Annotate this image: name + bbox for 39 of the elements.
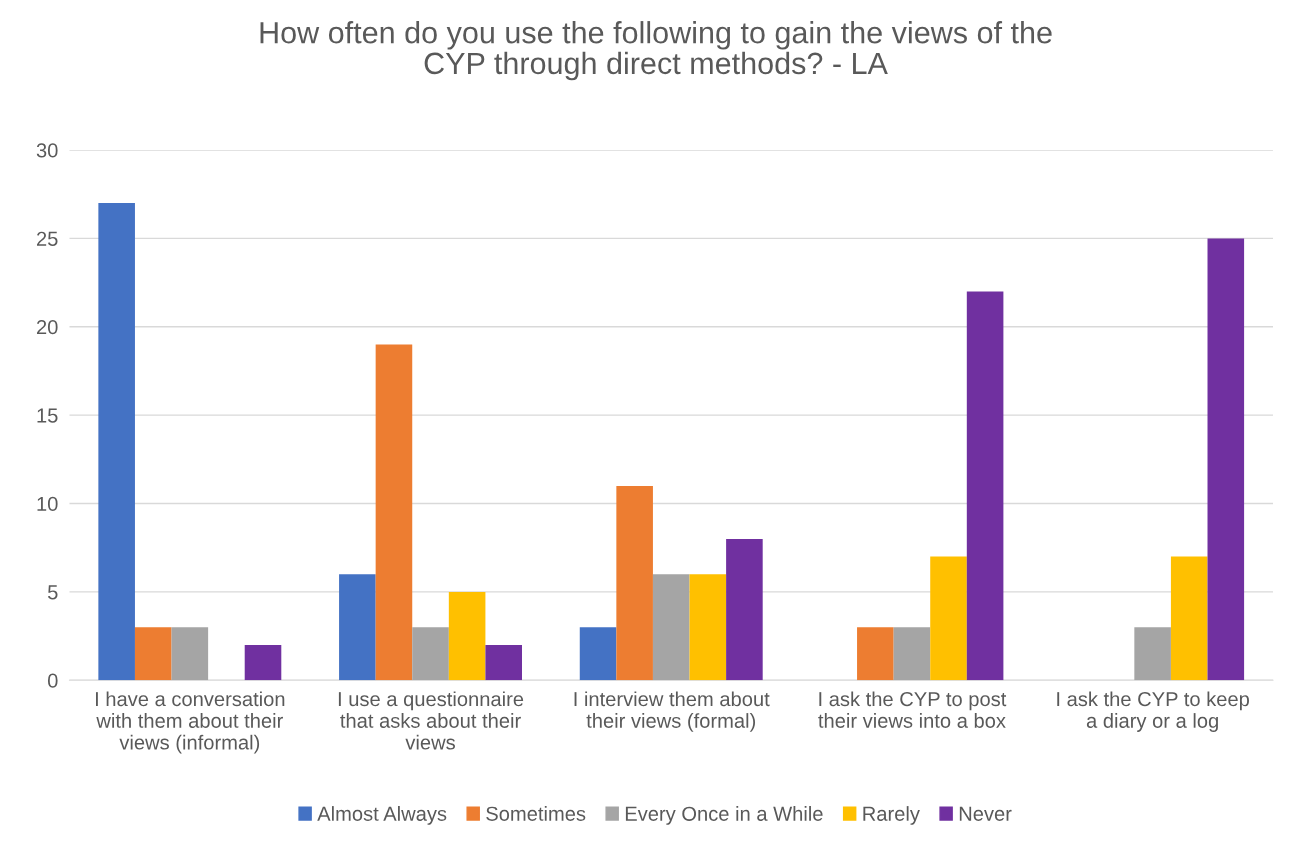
legend-label: Rarely	[863, 806, 920, 825]
bar	[412, 627, 449, 681]
legend-label: Every Once in a While	[625, 806, 823, 825]
y-tick-label: 20	[36, 320, 58, 335]
bar	[485, 644, 522, 681]
legend-label: Sometimes	[486, 806, 586, 821]
bar	[1207, 238, 1245, 681]
bar	[1134, 627, 1171, 681]
x-tick-label: I use a questionnaire that asks about their views	[338, 691, 524, 750]
bar	[448, 591, 486, 681]
y-tick-label: 30	[36, 143, 58, 158]
bar	[966, 291, 1004, 681]
x-tick-label: I interview them about their views (formal)	[574, 691, 770, 732]
bar	[652, 574, 690, 681]
y-tick-label: 5	[47, 585, 58, 600]
bar	[726, 538, 763, 681]
y-tick-label: 0	[47, 673, 58, 688]
x-tick-label: I have a conversation with them about their views (informal)	[95, 691, 285, 754]
legend-label: Never	[959, 806, 1012, 821]
bar	[689, 574, 727, 681]
x-tick-label: I ask the CYP to post their views into a box	[818, 691, 1007, 728]
bar	[1170, 556, 1208, 681]
bar	[339, 574, 376, 681]
bar	[930, 556, 967, 681]
bar	[857, 627, 894, 681]
bar	[98, 203, 135, 681]
y-tick-label: 10	[37, 496, 58, 512]
bar	[171, 627, 209, 681]
x-tick-label: I ask the CYP to keep a diary or a log	[1057, 691, 1250, 732]
chart-title: How often do you use the following to gain the views of the CYP through direct methods? - LA	[260, 21, 1052, 81]
bar	[375, 344, 413, 681]
y-tick-label: 15	[37, 408, 58, 423]
bar	[134, 627, 172, 681]
bar	[616, 485, 653, 681]
legend-label: Almost Always	[317, 806, 447, 825]
bar	[244, 644, 282, 681]
bar	[579, 627, 617, 681]
bar	[893, 627, 931, 681]
y-tick-label: 25	[36, 231, 58, 246]
